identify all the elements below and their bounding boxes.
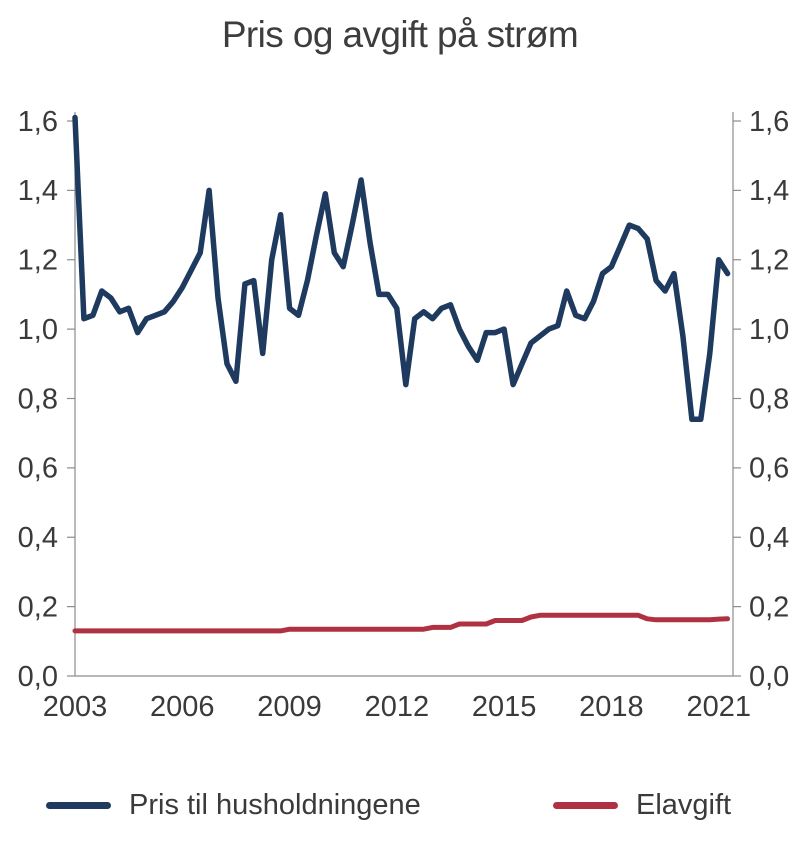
y-tick-label-left: 0,6	[18, 453, 58, 485]
x-tick-label: 2009	[257, 691, 322, 723]
y-tick-label-left: 0,8	[18, 383, 58, 415]
y-tick-label-right: 0,8	[749, 383, 789, 415]
y-tick-label-left: 1,0	[18, 314, 58, 346]
y-tick-label-right: 0,4	[749, 522, 789, 554]
x-tick-label: 2012	[365, 691, 430, 723]
legend-label-pris: Pris til husholdningene	[129, 789, 421, 821]
x-tick-label: 2015	[472, 691, 537, 723]
line-chart: 0,0 0,0 0,2 0,2 0,4 0,4 0,6 0,6 0,8 0,8 1,0 1,0 1,2 1…	[18, 106, 790, 723]
legend-swatch-elavgift-icon	[553, 802, 618, 809]
y-tick-label-right: 0,6	[749, 453, 789, 485]
y-tick-label-left: 0,4	[18, 522, 58, 554]
y-tick-label-right: 0,2	[749, 591, 789, 623]
x-tick-label: 2018	[579, 691, 644, 723]
legend-swatch-pris-icon	[46, 802, 111, 809]
legend-item-pris-til-husholdningene: Pris til husholdningene	[46, 789, 421, 822]
series-line-pris-til-husholdningene	[72, 114, 731, 423]
y-tick-label-left: 1,2	[18, 245, 58, 277]
series-line-elavgift	[72, 612, 731, 634]
y-tick-label-left: 0,2	[18, 591, 58, 623]
legend-label-elavgift: Elavgift	[636, 789, 732, 821]
y-tick-label-right: 1,6	[749, 106, 789, 138]
x-tick-label: 2003	[43, 691, 108, 723]
legend: Pris til husholdningene Elavgift	[0, 789, 800, 829]
x-tick-label: 2021	[686, 691, 751, 723]
y-tick-label-right: 1,0	[749, 314, 789, 346]
x-tick-label: 2006	[150, 691, 215, 723]
legend-item-elavgift: Elavgift	[553, 789, 731, 822]
y-tick-label-left: 1,6	[18, 106, 58, 138]
y-tick-label-right: 1,4	[749, 175, 789, 207]
chart-title: Pris og avgift på strøm	[221, 14, 579, 55]
y-tick-label-right: 0,0	[749, 661, 789, 693]
y-tick-label-right: 1,2	[749, 245, 789, 277]
y-tick-label-left: 0,0	[18, 661, 58, 693]
y-tick-label-left: 1,4	[18, 175, 58, 207]
